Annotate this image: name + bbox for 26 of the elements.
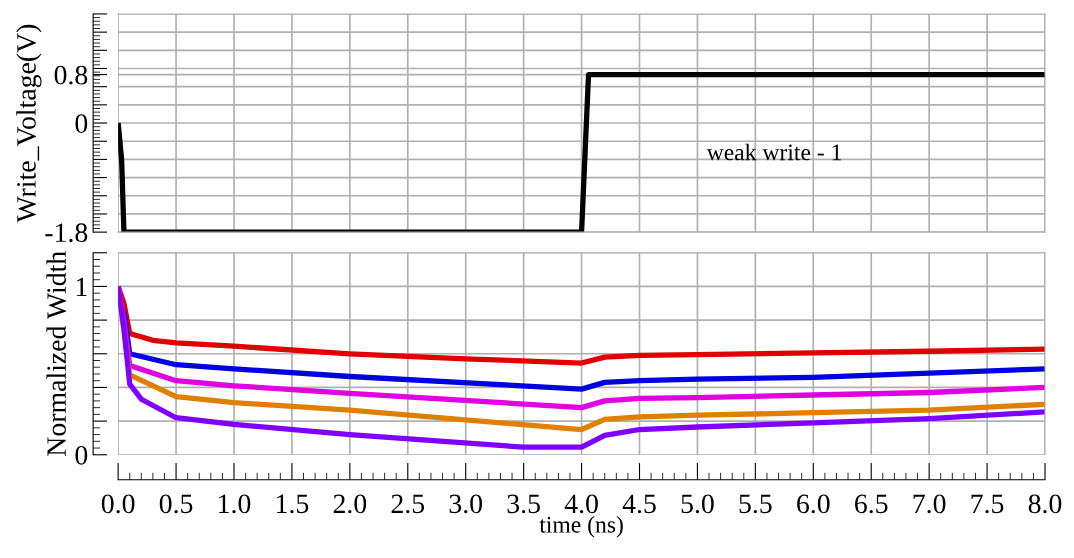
x-axis-title: time (ns) — [539, 516, 623, 538]
x-tick-label: 2.0 — [333, 494, 367, 514]
x-tick-label: 0.0 — [101, 494, 135, 514]
y-axis-title: Write_Voltage(V) — [16, 24, 42, 223]
y-tick-label: -1.8 — [45, 223, 88, 243]
x-tick-label: 3.0 — [449, 494, 483, 514]
x-tick-label: 1.5 — [277, 494, 309, 514]
x-tick-label: 8.0 — [1028, 494, 1062, 514]
y-tick-label: 0 — [75, 445, 88, 465]
x-tick-label: 4.0 — [564, 494, 598, 514]
x-tick-label: 7.5 — [971, 494, 1004, 514]
x-tick-label: 7.0 — [913, 494, 946, 514]
y-tick-label: 0 — [75, 114, 88, 133]
x-tick-label: 0.5 — [159, 494, 193, 514]
x-tick-label: 3.5 — [507, 494, 540, 514]
x-tick-label: 4.5 — [622, 494, 656, 514]
x-tick-label: 5.0 — [681, 494, 714, 514]
x-tick-label: 5.5 — [739, 494, 772, 514]
x-tick-label: 1.0 — [219, 494, 251, 514]
y-tick-label: 0.8 — [54, 65, 88, 85]
x-tick-label: 2.5 — [391, 494, 425, 514]
x-tick-label: 6.0 — [797, 494, 830, 514]
x-tick-label: 6.5 — [855, 494, 888, 514]
annotation: weak write - 1 — [706, 143, 841, 161]
y-tick-label: 1 — [76, 277, 87, 297]
y-axis-title: Normalized Width — [46, 251, 67, 456]
